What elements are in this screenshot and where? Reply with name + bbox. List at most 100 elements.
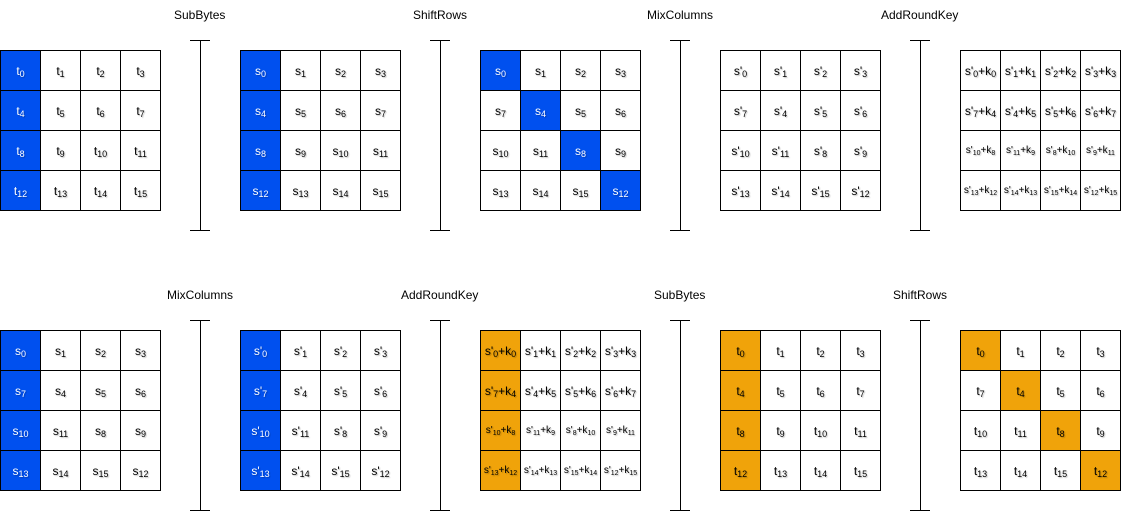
grid-row: t8 t9 t10 t11 (720, 410, 881, 451)
state-cell: s4 (520, 90, 561, 131)
grid-row: s0 s1 s2 s3 (240, 50, 401, 91)
state-cell: s'5+k6 (560, 370, 601, 411)
state-cell: s'1 (760, 50, 801, 91)
state-cell: s'10 (720, 130, 761, 171)
state-cell: t1 (40, 50, 81, 91)
grid-row: s0 s1 s2 s3 (0, 330, 161, 371)
state-cell: s'12+k15 (1080, 170, 1121, 211)
grid-row: t4 t5 t6 t7 (720, 370, 881, 411)
state-cell: s'11+k9 (1000, 130, 1041, 171)
state-cell: s4 (240, 90, 281, 131)
state-grid-addroundkey-input-bottom: s'0 s'1 s'2 s'3 s'7 s'4 s'5 s'6 s'10 s'11 s'8 s'9 s'… (240, 330, 401, 491)
state-cell: t4 (0, 90, 41, 131)
state-cell: s'8 (320, 410, 361, 451)
state-cell: s11 (40, 410, 81, 451)
state-cell: s'14+k13 (1000, 170, 1041, 211)
state-cell: t12 (1080, 450, 1121, 491)
state-cell: s2 (560, 50, 601, 91)
grid-row: s12 s13 s14 s15 (240, 170, 401, 211)
state-cell: s12 (600, 170, 641, 211)
state-cell: t5 (760, 370, 801, 411)
state-cell: t8 (720, 410, 761, 451)
state-cell: t15 (1040, 450, 1081, 491)
state-cell: t4 (720, 370, 761, 411)
state-cell: t14 (1000, 450, 1041, 491)
state-cell: s'15 (800, 170, 841, 211)
separator-top-2 (430, 40, 450, 231)
state-grid-bottom-output: t0 t1 t2 t3 t7 t4 t5 t6 t10 t11 t8 t9 t13 t14 t15 t12 (960, 330, 1121, 491)
state-cell: t5 (1040, 370, 1081, 411)
state-cell: t1 (760, 330, 801, 371)
grid-row: s'0 s'1 s'2 s'3 (240, 330, 401, 371)
separator-top-4 (910, 40, 930, 231)
grid-row: s'7+k4 s'4+k5 s'5+k6 s'6+k7 (960, 90, 1121, 131)
state-cell: s5 (80, 370, 121, 411)
state-cell: s'1+k1 (1000, 50, 1041, 91)
grid-row: t0 t1 t2 t3 (720, 330, 881, 371)
grid-row: s10 s11 s8 s9 (480, 130, 641, 171)
state-cell: s'8+k10 (1040, 130, 1081, 171)
state-cell: s14 (40, 450, 81, 491)
state-cell: t10 (80, 130, 121, 171)
state-cell: t9 (40, 130, 81, 171)
state-cell: t6 (800, 370, 841, 411)
state-cell: t10 (800, 410, 841, 451)
state-cell: s'11+k9 (520, 410, 561, 451)
label-addroundkey-top: AddRoundKey (881, 8, 959, 22)
state-cell: s15 (80, 450, 121, 491)
state-cell: s5 (560, 90, 601, 131)
state-cell: s'0+k0 (960, 50, 1001, 91)
state-cell: s'15 (320, 450, 361, 491)
state-cell: s9 (600, 130, 641, 171)
state-cell: s12 (120, 450, 161, 491)
state-cell: s'12+k15 (600, 450, 641, 491)
state-cell: s'12 (360, 450, 401, 491)
state-cell: s8 (560, 130, 601, 171)
state-cell: s'2 (800, 50, 841, 91)
grid-row: s'7 s'4 s'5 s'6 (240, 370, 401, 411)
state-cell: t5 (40, 90, 81, 131)
state-cell: s'6 (360, 370, 401, 411)
state-cell: s'1 (280, 330, 321, 371)
state-cell: s10 (0, 410, 41, 451)
state-cell: s12 (240, 170, 281, 211)
label-addroundkey-bottom: AddRoundKey (401, 288, 479, 302)
grid-row: s8 s9 s10 s11 (240, 130, 401, 171)
state-cell: s'9 (360, 410, 401, 451)
state-cell: s'7 (240, 370, 281, 411)
state-cell: s'2+k2 (560, 330, 601, 371)
grid-row: t13 t14 t15 t12 (960, 450, 1121, 491)
state-cell: s'14 (760, 170, 801, 211)
separator-bottom-1 (190, 320, 210, 511)
grid-row: t0 t1 t2 t3 (960, 330, 1121, 371)
state-cell: s'3+k3 (600, 330, 641, 371)
state-cell: t15 (840, 450, 881, 491)
state-cell: s10 (320, 130, 361, 171)
state-cell: s'13 (720, 170, 761, 211)
state-cell: s13 (480, 170, 521, 211)
label-subbytes-top: SubBytes (174, 8, 226, 22)
state-cell: s8 (80, 410, 121, 451)
state-cell: t11 (1000, 410, 1041, 451)
state-cell: s1 (520, 50, 561, 91)
state-grid-shiftrows-input-bottom: t0 t1 t2 t3 t4 t5 t6 t7 t8 t9 t10 t11 t12 t13 t14 t15 (720, 330, 881, 491)
state-cell: s3 (120, 330, 161, 371)
grid-row: s13 s14 s15 s12 (0, 450, 161, 491)
state-cell: s'4 (280, 370, 321, 411)
state-cell: t8 (1040, 410, 1081, 451)
state-cell: s'0 (240, 330, 281, 371)
state-cell: s'7 (720, 90, 761, 131)
grid-row: s'0+k0 s'1+k1 s'2+k2 s'3+k3 (480, 330, 641, 371)
state-cell: s'14 (280, 450, 321, 491)
state-cell: s'5 (800, 90, 841, 131)
state-cell: t6 (80, 90, 121, 131)
state-cell: t12 (720, 450, 761, 491)
state-cell: s0 (0, 330, 41, 371)
state-cell: t0 (720, 330, 761, 371)
state-cell: s5 (280, 90, 321, 131)
state-cell: s0 (240, 50, 281, 91)
state-cell: t4 (1000, 370, 1041, 411)
grid-row: s13 s14 s15 s12 (480, 170, 641, 211)
state-cell: s'11 (280, 410, 321, 451)
grid-row: t0 t1 t2 t3 (0, 50, 161, 91)
